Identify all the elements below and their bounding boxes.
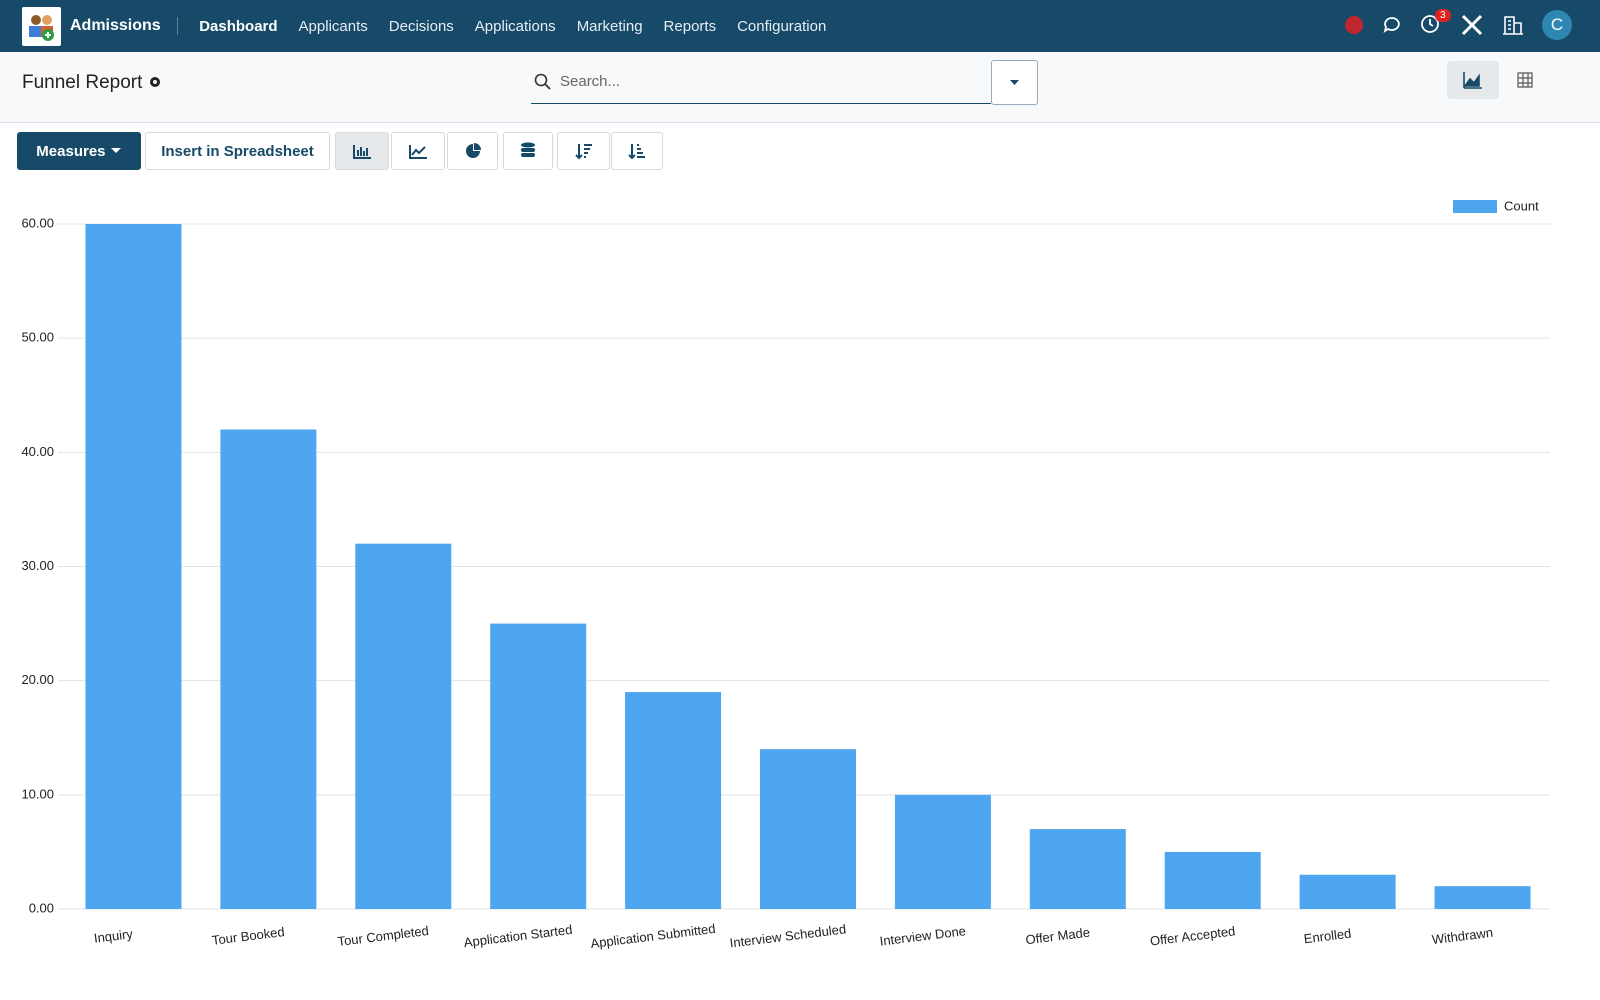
clock-icon bbox=[1421, 14, 1439, 33]
bar bbox=[1299, 874, 1396, 909]
bar bbox=[760, 749, 856, 909]
x-tick-label: Inquiry bbox=[93, 926, 134, 946]
sort-desc-icon bbox=[574, 144, 592, 160]
search-icon bbox=[534, 73, 551, 90]
bar bbox=[894, 794, 991, 909]
y-tick-label: 40.00 bbox=[21, 444, 54, 459]
chart: 0.00 10.00 20.00 30.00 40.00 50.00 60.00 Inquir… bbox=[21, 198, 1550, 951]
menu-item[interactable]: Applicants bbox=[298, 17, 368, 35]
bar bbox=[1029, 829, 1126, 909]
pie-icon bbox=[465, 143, 481, 158]
legend-swatch bbox=[1453, 200, 1497, 213]
gear-icon[interactable] bbox=[148, 74, 162, 88]
legend-label: Count bbox=[1504, 198, 1539, 213]
bar bbox=[1434, 886, 1531, 909]
bar bbox=[1164, 851, 1261, 909]
x-tick-label: Tour Booked bbox=[211, 924, 285, 948]
menu: Dashboard Applicants Decisions Applications… bbox=[189, 18, 837, 35]
app-logo[interactable] bbox=[22, 6, 61, 46]
x-tick-label: Interview Done bbox=[879, 923, 967, 948]
line-chart-button[interactable] bbox=[391, 132, 445, 170]
search-dropdown[interactable] bbox=[991, 60, 1038, 105]
search-placeholder: Search... bbox=[560, 73, 621, 90]
pivot-view-button[interactable] bbox=[1500, 61, 1552, 99]
y-tick-label: 60.00 bbox=[21, 215, 54, 230]
page-title: Funnel Report bbox=[22, 72, 162, 94]
graph-icon bbox=[1463, 72, 1482, 89]
x-tick-label: Interview Scheduled bbox=[729, 921, 847, 950]
menu-item[interactable]: Reports bbox=[663, 17, 717, 35]
x-tick-label: Tour Completed bbox=[337, 923, 430, 949]
x-tick-label: Offer Made bbox=[1025, 925, 1091, 948]
control-panel: Funnel Report Search... bbox=[0, 52, 1600, 123]
chat-icon[interactable] bbox=[1382, 15, 1402, 35]
descending-button[interactable] bbox=[557, 132, 610, 170]
x-tick-label: Application Submitted bbox=[590, 921, 717, 951]
tools-icon[interactable] bbox=[1460, 13, 1484, 37]
title-text: Funnel Report bbox=[22, 72, 143, 93]
line-icon bbox=[409, 145, 427, 159]
stack-icon bbox=[521, 142, 535, 157]
stacked-button[interactable] bbox=[503, 132, 553, 170]
x-tick-label: Enrolled bbox=[1303, 926, 1352, 947]
bar bbox=[220, 429, 317, 909]
graph-view-button[interactable] bbox=[1447, 61, 1499, 99]
pie-chart-button[interactable] bbox=[447, 132, 498, 170]
bar bbox=[490, 623, 587, 909]
x-tick-label: Offer Accepted bbox=[1149, 923, 1236, 948]
y-tick-label: 50.00 bbox=[21, 330, 54, 345]
menu-item[interactable]: Decisions bbox=[388, 17, 454, 35]
bar-chart-button[interactable] bbox=[335, 132, 389, 170]
menu-item[interactable]: Configuration bbox=[737, 17, 827, 35]
y-tick-label: 10.00 bbox=[21, 786, 54, 801]
y-tick-label: 30.00 bbox=[21, 558, 54, 573]
bar bbox=[85, 224, 182, 909]
sort-asc-icon bbox=[628, 144, 645, 160]
activity[interactable]: 3 bbox=[1420, 8, 1451, 39]
y-tick-label: 0.00 bbox=[29, 900, 54, 915]
record-icon[interactable] bbox=[1344, 15, 1364, 35]
measures-label: Measures bbox=[36, 142, 106, 160]
menu-item[interactable]: Applications bbox=[474, 17, 556, 35]
x-tick-label: Application Started bbox=[463, 922, 573, 950]
ascending-button[interactable] bbox=[611, 132, 663, 170]
menu-item[interactable]: Marketing bbox=[576, 17, 643, 35]
company-icon[interactable] bbox=[1502, 14, 1524, 36]
search-bar[interactable]: Search... bbox=[531, 61, 991, 104]
bar bbox=[625, 692, 722, 909]
caret bbox=[1010, 80, 1019, 85]
navbar: Admissions Dashboard Applicants Decisions A… bbox=[0, 0, 1600, 52]
systray: 3 C bbox=[1344, 8, 1572, 40]
bar bbox=[355, 543, 452, 909]
menu-item[interactable]: Dashboard bbox=[199, 17, 278, 35]
caret bbox=[110, 148, 121, 153]
badge: 3 bbox=[1435, 8, 1451, 22]
bar-icon bbox=[353, 145, 371, 159]
y-tick-label: 20.00 bbox=[21, 672, 54, 687]
avatar[interactable]: C bbox=[1542, 10, 1572, 40]
insert-spreadsheet-button[interactable]: Insert in Spreadsheet bbox=[145, 132, 330, 170]
x-tick-label: Withdrawn bbox=[1431, 925, 1494, 947]
app-name[interactable]: Admissions bbox=[70, 17, 178, 35]
measures-button[interactable]: Measures bbox=[17, 132, 141, 170]
table-icon bbox=[1517, 72, 1533, 88]
